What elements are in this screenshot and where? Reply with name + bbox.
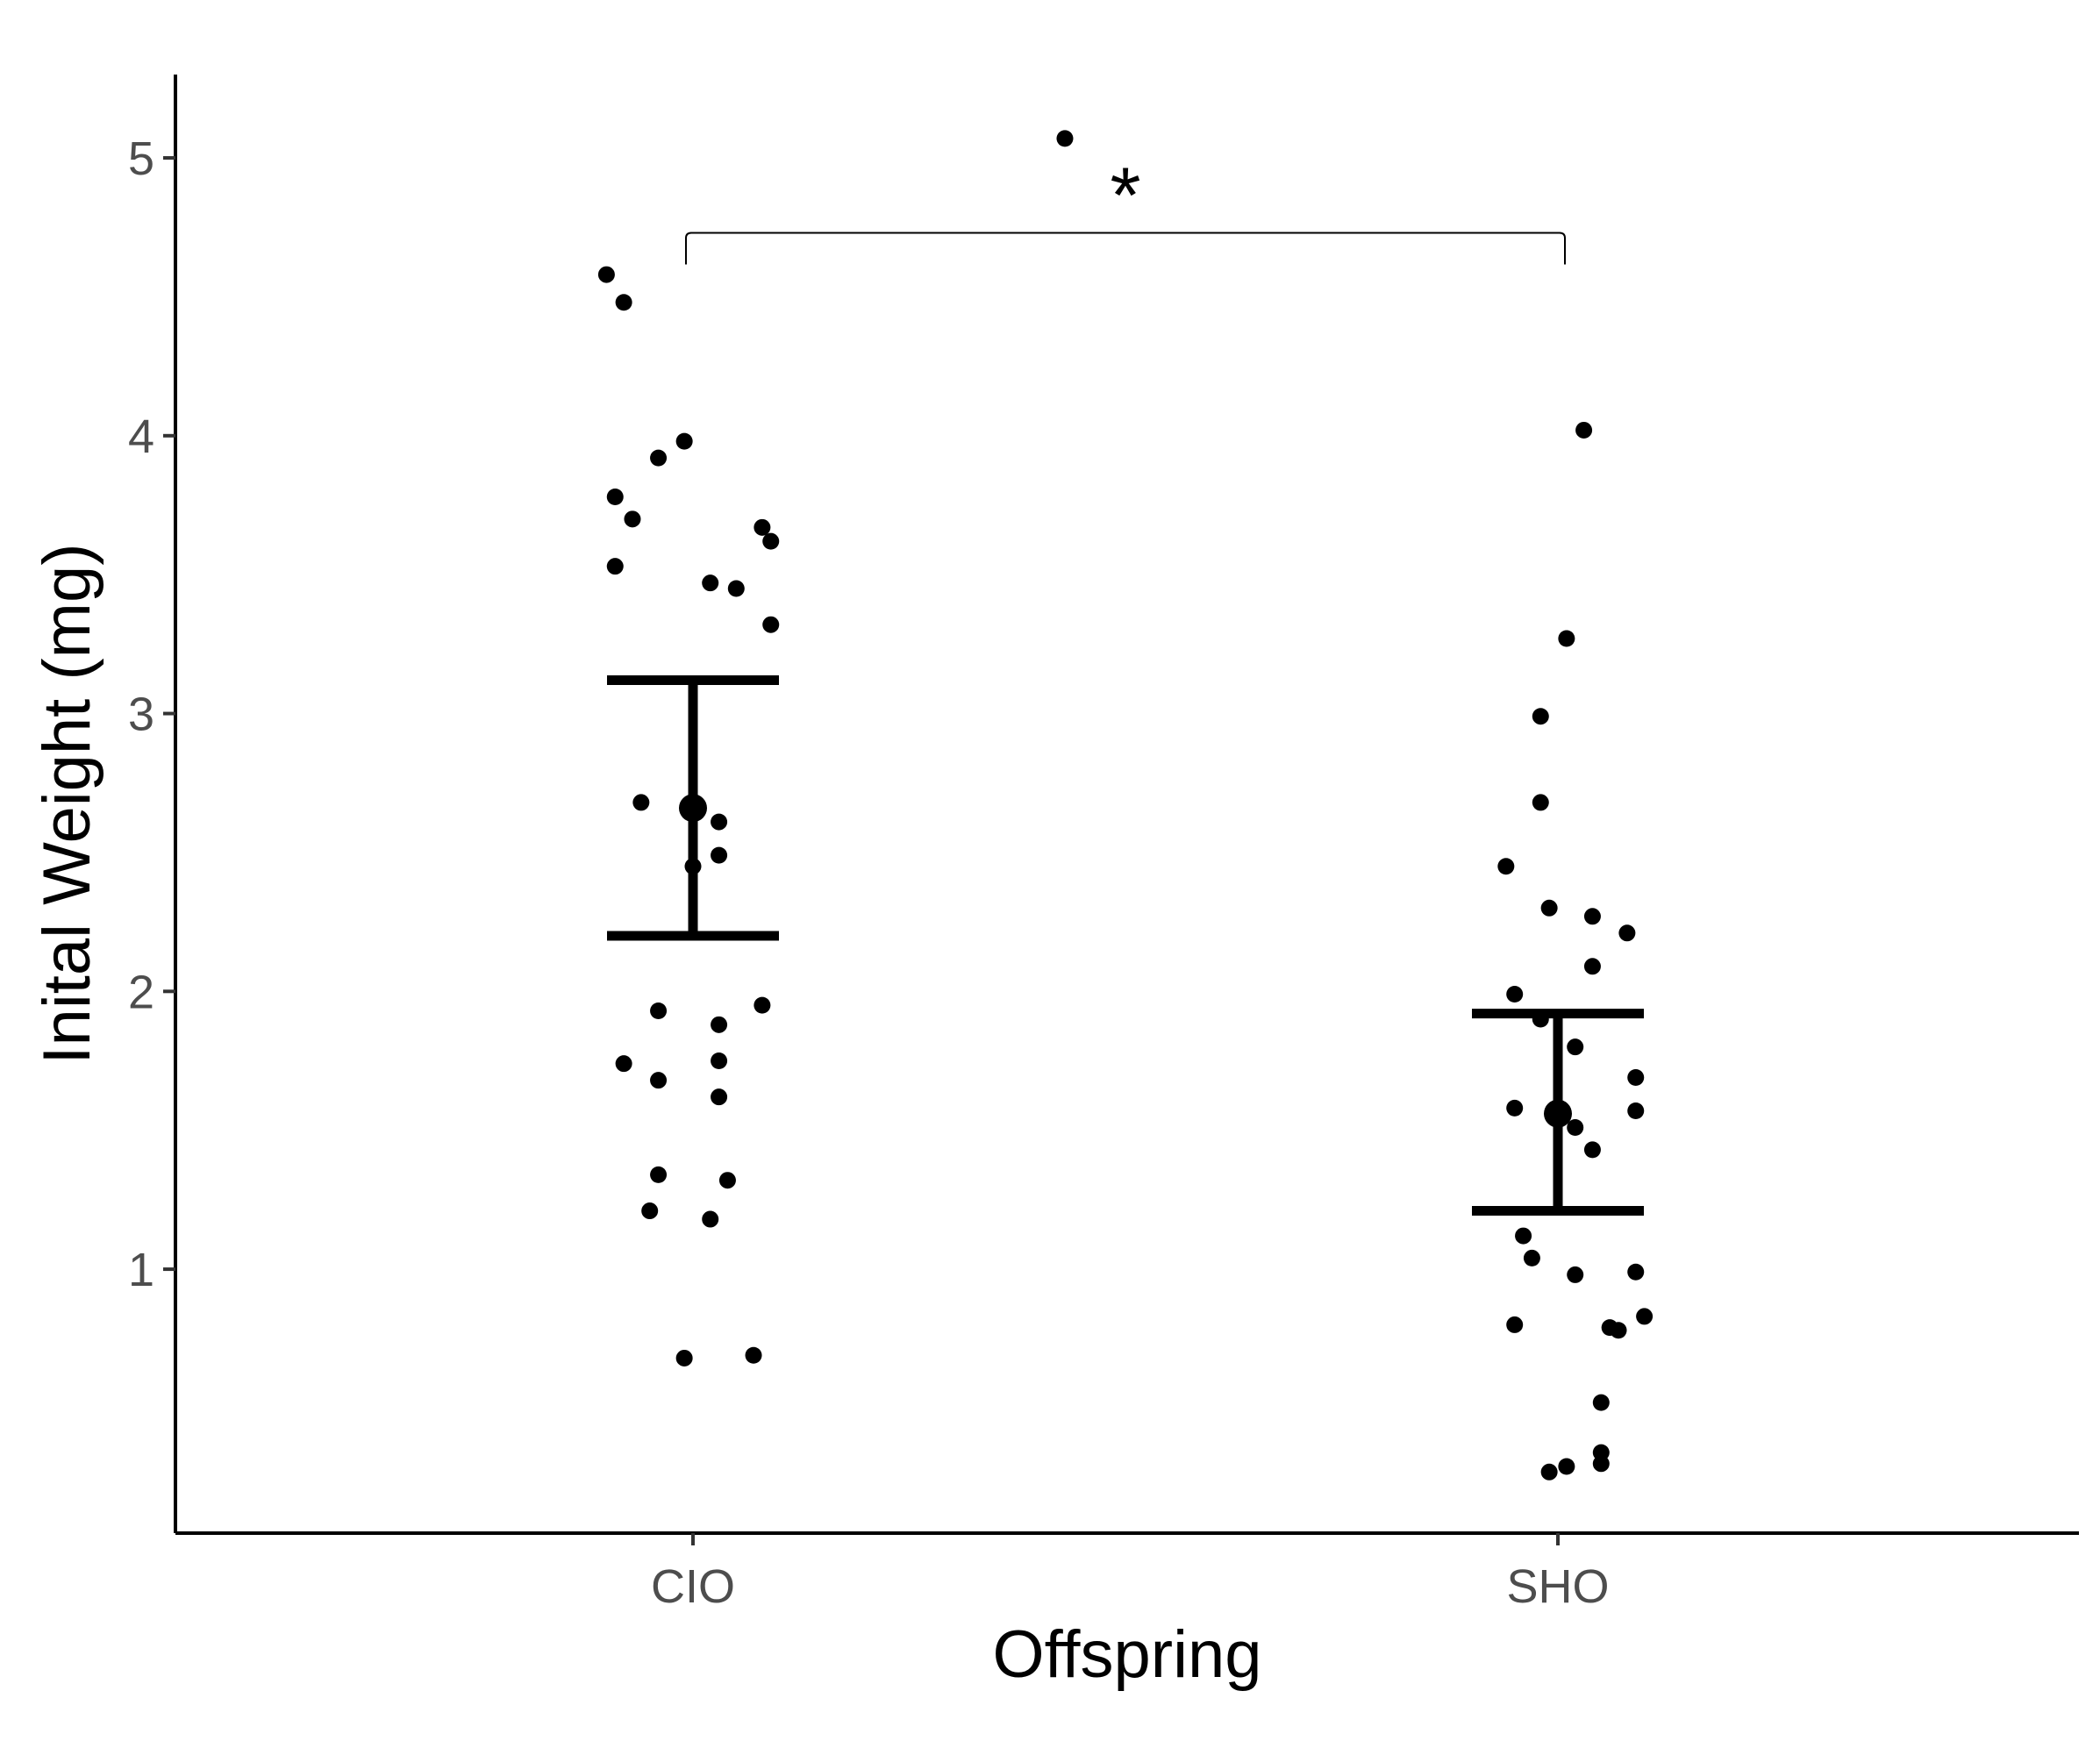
data-point — [1627, 1102, 1645, 1120]
x-tick-label: CIO — [651, 1560, 735, 1613]
data-point — [1532, 708, 1549, 725]
data-point — [1636, 1308, 1654, 1325]
data-point — [1583, 908, 1601, 925]
x-axis-ticks: CIO SHO — [651, 1533, 1610, 1613]
data-point — [606, 488, 624, 505]
data-point — [1558, 630, 1575, 647]
data-point — [1558, 1458, 1575, 1475]
data-point — [1610, 1322, 1627, 1339]
y-axis-ticks: 1 2 3 4 5 — [128, 132, 175, 1296]
mean-point — [1544, 1099, 1572, 1128]
y-tick-label: 2 — [128, 966, 154, 1018]
data-point — [711, 1088, 728, 1106]
data-point — [650, 1002, 668, 1019]
data-point — [641, 1202, 659, 1220]
data-point — [1575, 421, 1593, 439]
axes — [174, 75, 2079, 1535]
data-point — [1567, 1266, 1584, 1283]
data-point — [632, 794, 650, 811]
annotations: * — [685, 153, 1566, 265]
data-point — [1506, 1316, 1524, 1333]
mean-point — [679, 794, 707, 823]
data-point — [675, 432, 693, 450]
data-point — [754, 518, 771, 536]
data-point — [1618, 924, 1636, 942]
data-point — [762, 532, 780, 550]
data-point — [711, 846, 728, 864]
data-point — [606, 558, 624, 575]
data-point — [615, 294, 632, 311]
data-point — [650, 449, 668, 467]
y-axis-title: Inital Weight (mg) — [30, 543, 104, 1064]
significance-label: * — [1110, 153, 1140, 240]
series-cio — [597, 130, 1074, 1366]
data-point — [754, 996, 771, 1014]
data-point — [702, 1210, 719, 1228]
data-point — [702, 574, 719, 592]
data-point — [745, 1346, 762, 1364]
data-point — [615, 1055, 632, 1073]
y-tick-label: 1 — [128, 1244, 154, 1296]
data-point — [675, 1349, 693, 1366]
data-point — [624, 510, 641, 528]
x-tick-label: SHO — [1506, 1560, 1609, 1613]
data-point — [1506, 985, 1524, 1003]
data-point — [650, 1072, 668, 1089]
data-point — [727, 580, 745, 597]
y-tick-label: 5 — [128, 132, 154, 185]
data-point — [1523, 1249, 1540, 1267]
data-point — [762, 616, 780, 633]
data-point — [1532, 794, 1549, 811]
data-point — [597, 266, 615, 283]
data-point — [1540, 1463, 1558, 1481]
data-point — [1592, 1444, 1610, 1461]
data-point — [1497, 858, 1515, 875]
data-point — [1583, 958, 1601, 975]
data-point — [1515, 1227, 1532, 1245]
data-point — [1627, 1069, 1645, 1087]
data-point — [1627, 1263, 1645, 1281]
data-point — [711, 1052, 728, 1070]
data-point — [1592, 1394, 1610, 1411]
data-point — [650, 1166, 668, 1183]
y-tick-label: 3 — [128, 689, 154, 741]
significance-bracket — [685, 232, 1566, 265]
x-axis-title: Offspring — [993, 1617, 1262, 1692]
series-sho — [1472, 421, 1654, 1481]
y-tick-label: 4 — [128, 410, 154, 463]
data-point — [1583, 1141, 1601, 1159]
data-point — [1540, 899, 1558, 917]
data-point — [718, 1172, 736, 1189]
data-point — [711, 1016, 728, 1033]
data-point — [1567, 1119, 1584, 1137]
data-point — [1567, 1038, 1584, 1056]
data-point — [711, 813, 728, 831]
data-point — [1506, 1099, 1524, 1117]
plot-area — [597, 130, 1654, 1481]
data-point — [1056, 130, 1074, 147]
